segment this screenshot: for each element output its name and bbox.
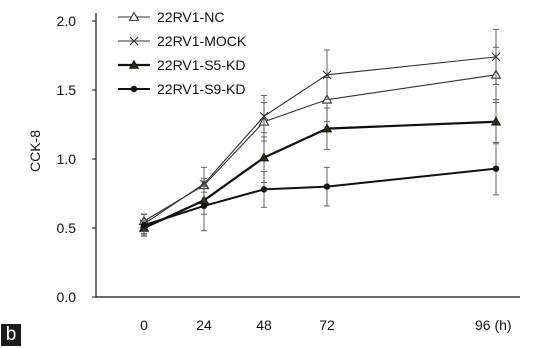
y-tick-label: 0.0 <box>57 289 77 305</box>
y-axis-title: CCK-8 <box>27 130 43 172</box>
legend-label-22rv1-s5-kd: 22RV1-S5-KD <box>157 57 245 73</box>
legend-marker-22rv1-s9-kd <box>130 85 138 93</box>
data-point-22rv1-s9-kd <box>260 186 268 193</box>
y-tick-label: 0.5 <box>57 220 77 236</box>
y-tick-label: 1.5 <box>57 82 77 98</box>
y-tick-label: 2.0 <box>57 13 77 29</box>
data-point-22rv1-s9-kd <box>492 165 500 172</box>
data-point-22rv1-mock <box>322 70 332 80</box>
x-tick-label: 72 <box>319 317 335 333</box>
legend-label-22rv1-s9-kd: 22RV1-S9-KD <box>157 81 245 97</box>
panel-label: b <box>1 324 21 346</box>
data-point-22rv1-mock <box>259 111 269 121</box>
legend-label-22rv1-mock: 22RV1-MOCK <box>157 33 247 49</box>
y-tick-label: 1.0 <box>57 151 77 167</box>
data-point-22rv1-s5-kd <box>258 152 270 162</box>
data-point-22rv1-s5-kd <box>321 123 333 133</box>
data-point-22rv1-mock <box>491 52 501 62</box>
data-point-22rv1-s5-kd <box>490 116 502 126</box>
x-tick-label: 24 <box>196 317 212 333</box>
x-tick-label: 96 (h) <box>475 317 512 333</box>
data-point-22rv1-s9-kd <box>140 222 148 229</box>
x-tick-label: 0 <box>140 317 148 333</box>
legend-marker-22rv1-nc <box>128 11 140 21</box>
data-point-22rv1-s9-kd <box>200 202 208 210</box>
legend-label-22rv1-nc: 22RV1-NC <box>157 9 224 25</box>
legend-marker-22rv1-mock <box>129 36 139 46</box>
series-line-22rv1-s9-kd <box>143 167 497 227</box>
legend-marker-22rv1-s5-kd <box>128 59 140 69</box>
x-tick-label: 48 <box>256 317 272 333</box>
data-point-22rv1-s9-kd <box>323 183 331 190</box>
